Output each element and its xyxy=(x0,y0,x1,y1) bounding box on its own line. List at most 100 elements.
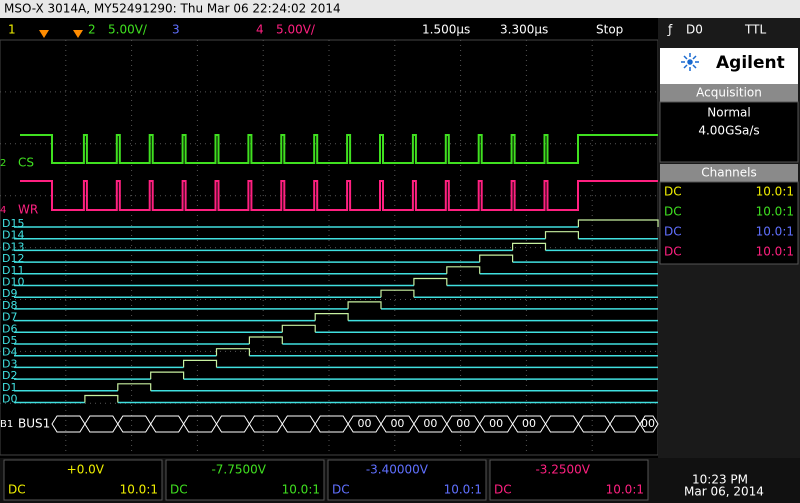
digital-label: D11 xyxy=(2,264,24,277)
trigger-source: D0 xyxy=(686,23,703,37)
probe: 10.0:1 xyxy=(606,483,644,497)
ch4-label: 4 xyxy=(256,23,264,37)
digital-label: D15 xyxy=(2,217,24,230)
offset: -3.40000V xyxy=(366,463,429,477)
digital-label: D8 xyxy=(2,299,17,312)
channel-box xyxy=(3,459,163,501)
digital-label: D6 xyxy=(2,322,17,335)
probe: 10.0:1 xyxy=(120,483,158,497)
ch2-label: 2 xyxy=(88,23,96,37)
channel-box xyxy=(165,459,325,501)
offset: -3.2500V xyxy=(535,463,590,477)
clock-time: 10:23 PM xyxy=(692,473,748,487)
coupling: DC xyxy=(664,185,682,199)
digital-label: D3 xyxy=(2,357,17,370)
bus-number: B1 xyxy=(0,419,13,430)
coupling: DC xyxy=(494,483,512,497)
digital-label: D12 xyxy=(2,252,24,265)
graticule xyxy=(0,39,659,456)
brand: Agilent xyxy=(716,53,785,73)
probe: 10.0:1 xyxy=(756,205,794,219)
digital-label: D7 xyxy=(2,311,17,324)
coupling: DC xyxy=(664,225,682,239)
channel-number: 2 xyxy=(0,158,6,169)
channel-box xyxy=(327,459,487,501)
wr-trace xyxy=(20,180,658,211)
digital-high xyxy=(314,313,349,321)
ch3-label: 3 xyxy=(172,23,180,37)
brand-box xyxy=(660,48,798,84)
digital-high xyxy=(150,371,185,380)
probe: 10.0:1 xyxy=(756,245,794,259)
coupling: DC xyxy=(332,483,350,497)
bus-name: BUS1 xyxy=(18,417,50,431)
channels-box xyxy=(659,181,799,265)
digital-high xyxy=(347,301,382,309)
channel-name: WR xyxy=(18,203,38,217)
agilent-logo xyxy=(681,53,699,71)
digital-high xyxy=(84,394,119,403)
digital-high xyxy=(512,242,547,251)
digital-high xyxy=(446,266,481,274)
channel-box xyxy=(489,459,649,501)
probe: 10.0:1 xyxy=(756,185,794,199)
acquisition-box xyxy=(659,101,799,163)
timebase: 1.500µs xyxy=(422,23,470,37)
digital-high xyxy=(248,336,283,344)
offset: -7.7500V xyxy=(211,463,266,477)
ch1-label: 1 xyxy=(8,23,16,37)
digital-high xyxy=(380,289,415,298)
bus-value: 00 xyxy=(358,417,372,430)
digital-high xyxy=(479,254,514,263)
bus-value: 00 xyxy=(423,417,437,430)
digital-high xyxy=(544,231,579,239)
ch2-scale: 5.00V/ xyxy=(108,23,148,37)
cs-trace xyxy=(20,134,658,164)
probe: 10.0:1 xyxy=(444,483,482,497)
coupling: DC xyxy=(170,483,188,497)
digital-label: D2 xyxy=(2,369,17,382)
acquisition-header xyxy=(660,84,798,102)
bus-value: 00 xyxy=(390,417,404,430)
digital-high xyxy=(215,348,250,356)
clock-date: Mar 06, 2014 xyxy=(684,485,764,499)
trigger-level: TTL xyxy=(744,23,766,37)
digital-high xyxy=(577,219,659,227)
digital-label: D9 xyxy=(2,287,17,300)
digital-label: D14 xyxy=(2,229,24,242)
digital-label: D13 xyxy=(2,240,24,253)
digital-high xyxy=(117,383,152,391)
digital-label: D10 xyxy=(2,276,24,289)
digital-high xyxy=(281,324,316,333)
digital-label: D4 xyxy=(2,346,17,359)
run-state: Stop xyxy=(596,23,623,37)
acquisition-title: Acquisition xyxy=(696,86,762,100)
trigger-slope: ƒ xyxy=(667,23,673,37)
coupling: DC xyxy=(8,483,26,497)
channels-header xyxy=(660,164,798,182)
channel-number: 4 xyxy=(0,205,6,216)
acquisition-mode: Normal xyxy=(707,106,750,120)
coupling: DC xyxy=(664,205,682,219)
digital-label: D1 xyxy=(2,381,17,394)
channels-title: Channels xyxy=(701,166,757,180)
bus-value: 00 xyxy=(456,417,470,430)
bus-value: 00 xyxy=(641,417,655,430)
probe: 10.0:1 xyxy=(756,225,794,239)
digital-high xyxy=(183,359,218,368)
probe: 10.0:1 xyxy=(282,483,320,497)
offset: +0.0V xyxy=(67,463,105,477)
channel-name: CS xyxy=(18,156,34,170)
coupling: DC xyxy=(664,245,682,259)
digital-label: D0 xyxy=(2,393,17,406)
bus-segment xyxy=(639,415,659,433)
ch4-scale: 5.00V/ xyxy=(276,23,316,37)
bus-value: 00 xyxy=(489,417,503,430)
delay: 3.300µs xyxy=(500,23,548,37)
trigger-markers xyxy=(39,30,83,38)
bus-value: 00 xyxy=(522,417,536,430)
scope-title: MSO-X 3014A, MY52491290: Thu Mar 06 22:2… xyxy=(4,2,341,16)
status-bar xyxy=(0,18,658,40)
